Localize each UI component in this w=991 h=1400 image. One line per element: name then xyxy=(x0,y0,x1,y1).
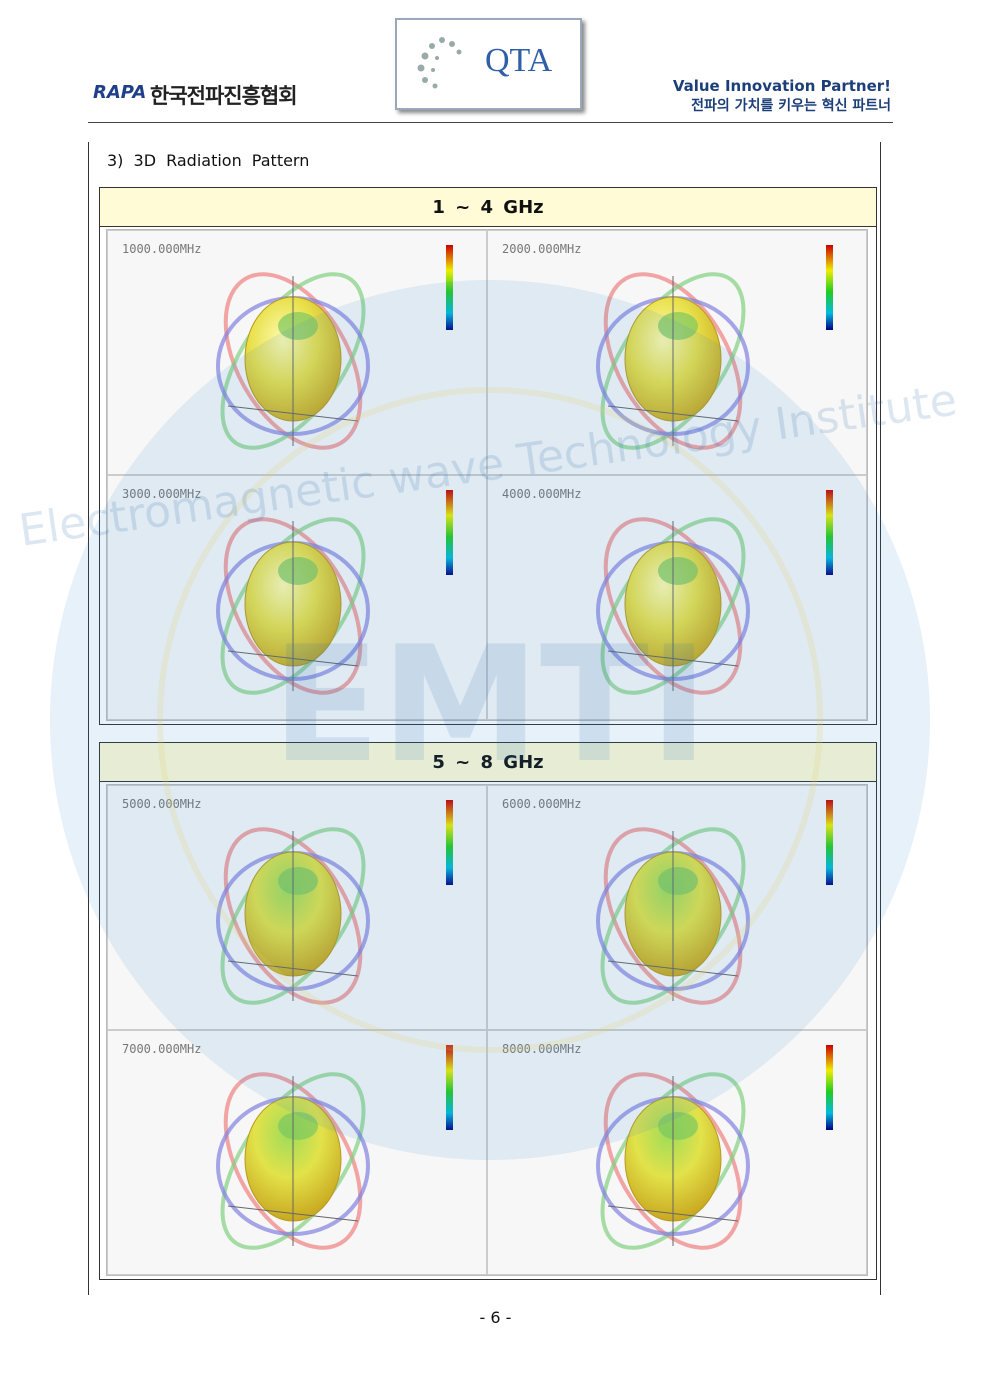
orbit-red xyxy=(223,827,363,1005)
pattern-top xyxy=(658,312,698,340)
axis-x xyxy=(607,960,739,977)
plot-label: 6000.000MHz xyxy=(502,797,581,811)
colorbar xyxy=(826,800,833,885)
pattern-top xyxy=(278,557,318,585)
plot-label: 8000.000MHz xyxy=(502,1042,581,1056)
axis-x xyxy=(227,1205,359,1222)
plot-label: 4000.000MHz xyxy=(502,487,581,501)
colorbar xyxy=(446,800,453,885)
plot-cell: 7000.000MHz xyxy=(107,1030,487,1275)
radiation-plot: 4000.000MHz xyxy=(502,487,833,695)
org-name: 한국전파진흥협회 xyxy=(150,84,298,108)
orbit-red xyxy=(223,517,363,695)
frame-right xyxy=(880,142,881,1295)
axis-x xyxy=(607,650,739,667)
radiation-plot: 2000.000MHz xyxy=(502,242,833,450)
radiation-plot: 8000.000MHz xyxy=(502,1042,833,1250)
radiation-plot: 7000.000MHz xyxy=(122,1042,453,1250)
section-title: 3) 3D Radiation Pattern xyxy=(107,151,310,170)
radiation-plot: 3000.000MHz xyxy=(122,487,453,695)
pattern-top xyxy=(658,1112,698,1140)
colorbar xyxy=(446,1045,453,1130)
frame-left xyxy=(88,142,89,1295)
axis-x xyxy=(227,960,359,977)
pattern-top xyxy=(278,867,318,895)
axis-x xyxy=(607,405,739,422)
colorbar xyxy=(826,245,833,330)
qta-text: QTA xyxy=(485,42,553,79)
pattern-top xyxy=(278,1112,318,1140)
orbit-red xyxy=(603,827,743,1005)
radiation-plot: 6000.000MHz xyxy=(502,797,833,1005)
axis-x xyxy=(227,650,359,667)
plot-cell: 6000.000MHz xyxy=(487,785,867,1030)
radiation-plot: 5000.000MHz xyxy=(122,797,453,1005)
panel-title: 1 ~ 4 GHz xyxy=(100,188,876,227)
colorbar xyxy=(826,490,833,575)
orbit-red xyxy=(223,1072,363,1250)
plot-label: 2000.000MHz xyxy=(502,242,581,256)
plot-label: 1000.000MHz xyxy=(122,242,201,256)
header-rule xyxy=(88,122,893,123)
axis-x xyxy=(607,1205,739,1222)
plot-grid: 5000.000MHz 6000.000MHz 7000.000MHz 8000.00… xyxy=(106,784,868,1276)
plot-label: 7000.000MHz xyxy=(122,1042,201,1056)
panel: 1 ~ 4 GHz 1000.000MHz 2000.000MHz 3000.000M… xyxy=(99,187,877,725)
orbit-red xyxy=(603,1072,743,1250)
pattern-top xyxy=(658,867,698,895)
page-number: - 6 - xyxy=(479,1308,512,1327)
plot-cell: 5000.000MHz xyxy=(107,785,487,1030)
plot-label: 3000.000MHz xyxy=(122,487,201,501)
colorbar xyxy=(446,490,453,575)
orbit-red xyxy=(223,272,363,450)
slogan-ko: 전파의 가치를 키우는 혁신 파트너 xyxy=(691,98,891,114)
pattern-top xyxy=(658,557,698,585)
pattern-top xyxy=(278,312,318,340)
panel-title: 5 ~ 8 GHz xyxy=(100,743,876,782)
plot-cell: 1000.000MHz xyxy=(107,230,487,475)
qta-logo: QTA xyxy=(395,18,582,110)
axis-x xyxy=(227,405,359,422)
rapa-logo: RAPA xyxy=(93,82,147,103)
radiation-plot: 1000.000MHz xyxy=(122,242,453,450)
slogan-en: Value Innovation Partner! xyxy=(672,77,891,95)
orbit-red xyxy=(603,272,743,450)
colorbar xyxy=(826,1045,833,1130)
plot-label: 5000.000MHz xyxy=(122,797,201,811)
panel: 5 ~ 8 GHz 5000.000MHz 6000.000MHz 7000.000M… xyxy=(99,742,877,1280)
qta-swirl xyxy=(417,37,462,89)
orbit-red xyxy=(603,517,743,695)
plot-cell: 3000.000MHz xyxy=(107,475,487,720)
plot-cell: 4000.000MHz xyxy=(487,475,867,720)
plot-grid: 1000.000MHz 2000.000MHz 3000.000MHz 4000.00… xyxy=(106,229,868,721)
plot-cell: 2000.000MHz xyxy=(487,230,867,475)
plot-cell: 8000.000MHz xyxy=(487,1030,867,1275)
colorbar xyxy=(446,245,453,330)
